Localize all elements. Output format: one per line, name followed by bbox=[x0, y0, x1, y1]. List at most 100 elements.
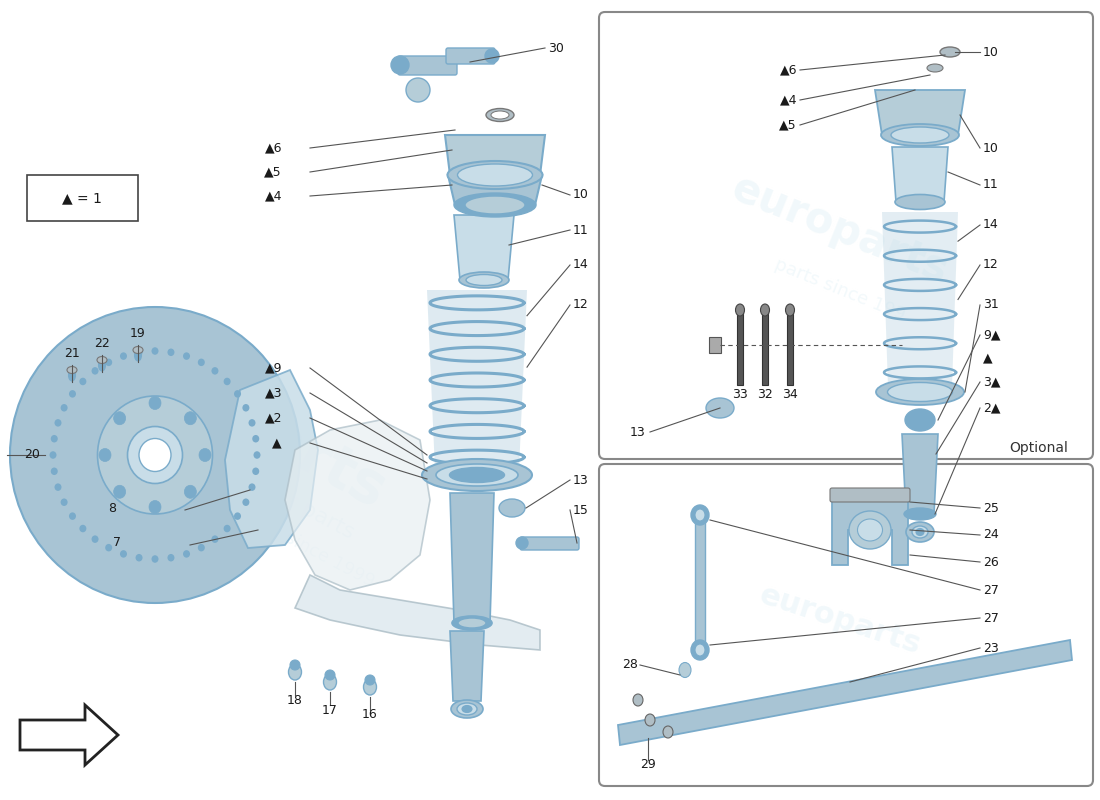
Ellipse shape bbox=[452, 616, 492, 630]
Ellipse shape bbox=[324, 670, 336, 680]
Ellipse shape bbox=[895, 194, 945, 210]
Ellipse shape bbox=[888, 382, 953, 402]
Polygon shape bbox=[450, 631, 484, 701]
Text: passion for parts: passion for parts bbox=[183, 437, 358, 543]
Ellipse shape bbox=[223, 525, 231, 532]
Ellipse shape bbox=[167, 349, 175, 356]
Text: 13: 13 bbox=[629, 426, 645, 438]
Ellipse shape bbox=[252, 435, 260, 442]
Text: 33: 33 bbox=[733, 389, 748, 402]
Text: ▲6: ▲6 bbox=[264, 142, 282, 154]
Ellipse shape bbox=[211, 367, 219, 374]
Ellipse shape bbox=[69, 512, 76, 520]
Text: europarts: europarts bbox=[756, 580, 924, 660]
Text: since 1999: since 1999 bbox=[283, 529, 377, 591]
Ellipse shape bbox=[134, 349, 142, 361]
Ellipse shape bbox=[234, 512, 241, 520]
Polygon shape bbox=[450, 493, 494, 623]
Text: 14: 14 bbox=[983, 218, 999, 231]
Ellipse shape bbox=[706, 398, 734, 418]
Text: 8: 8 bbox=[108, 502, 115, 514]
Ellipse shape bbox=[97, 357, 107, 363]
Ellipse shape bbox=[79, 525, 87, 532]
Text: ▲5: ▲5 bbox=[780, 118, 798, 131]
Ellipse shape bbox=[199, 449, 211, 462]
Text: 24: 24 bbox=[983, 529, 999, 542]
Text: 19: 19 bbox=[130, 327, 146, 340]
Text: 27: 27 bbox=[983, 583, 999, 597]
Ellipse shape bbox=[91, 367, 99, 374]
Text: europarts: europarts bbox=[726, 167, 955, 293]
Ellipse shape bbox=[365, 675, 375, 685]
Polygon shape bbox=[762, 310, 768, 385]
Ellipse shape bbox=[691, 640, 710, 660]
Ellipse shape bbox=[663, 726, 673, 738]
Ellipse shape bbox=[695, 644, 705, 656]
Ellipse shape bbox=[905, 409, 935, 431]
Text: 22: 22 bbox=[95, 337, 110, 350]
Ellipse shape bbox=[139, 438, 170, 471]
Polygon shape bbox=[295, 575, 540, 650]
Text: ▲6: ▲6 bbox=[780, 63, 798, 77]
Text: europarts: europarts bbox=[85, 319, 396, 521]
Ellipse shape bbox=[198, 544, 205, 551]
Ellipse shape bbox=[499, 499, 525, 517]
Polygon shape bbox=[874, 90, 965, 135]
Ellipse shape bbox=[363, 679, 376, 695]
Text: 3▲: 3▲ bbox=[983, 375, 1001, 389]
Text: 9▲: 9▲ bbox=[983, 329, 1001, 342]
Text: 27: 27 bbox=[983, 611, 999, 625]
FancyBboxPatch shape bbox=[28, 175, 138, 221]
Polygon shape bbox=[882, 212, 958, 387]
Text: 10: 10 bbox=[573, 189, 588, 202]
Ellipse shape bbox=[785, 304, 794, 316]
FancyBboxPatch shape bbox=[830, 488, 910, 502]
Ellipse shape bbox=[55, 419, 62, 426]
Ellipse shape bbox=[185, 486, 197, 498]
Text: 20: 20 bbox=[24, 449, 40, 462]
Polygon shape bbox=[832, 498, 908, 565]
Text: ▲: ▲ bbox=[273, 437, 282, 450]
Ellipse shape bbox=[128, 426, 183, 483]
Ellipse shape bbox=[55, 483, 62, 491]
FancyBboxPatch shape bbox=[446, 48, 495, 64]
Polygon shape bbox=[786, 310, 793, 385]
Text: 21: 21 bbox=[64, 347, 80, 360]
Ellipse shape bbox=[79, 378, 87, 386]
Ellipse shape bbox=[113, 412, 125, 425]
Text: ▲5: ▲5 bbox=[264, 166, 282, 178]
FancyBboxPatch shape bbox=[520, 537, 579, 550]
Ellipse shape bbox=[451, 700, 483, 718]
Circle shape bbox=[406, 78, 430, 102]
Text: ▲ = 1: ▲ = 1 bbox=[62, 191, 102, 205]
Ellipse shape bbox=[223, 378, 231, 386]
Ellipse shape bbox=[760, 304, 770, 316]
Text: 14: 14 bbox=[573, 258, 588, 271]
FancyBboxPatch shape bbox=[710, 337, 720, 353]
Polygon shape bbox=[226, 370, 318, 548]
Ellipse shape bbox=[940, 47, 960, 57]
Ellipse shape bbox=[466, 274, 502, 286]
Text: 34: 34 bbox=[782, 389, 797, 402]
Ellipse shape bbox=[249, 483, 255, 491]
Ellipse shape bbox=[99, 359, 106, 371]
Ellipse shape bbox=[133, 346, 143, 354]
FancyBboxPatch shape bbox=[600, 12, 1093, 459]
Ellipse shape bbox=[234, 390, 241, 398]
Circle shape bbox=[516, 537, 528, 549]
Ellipse shape bbox=[450, 467, 505, 482]
Ellipse shape bbox=[68, 369, 76, 381]
Ellipse shape bbox=[183, 352, 190, 360]
Ellipse shape bbox=[120, 352, 127, 360]
Text: 25: 25 bbox=[983, 502, 999, 514]
Ellipse shape bbox=[211, 535, 219, 543]
Ellipse shape bbox=[456, 703, 477, 715]
Polygon shape bbox=[285, 420, 430, 590]
Ellipse shape bbox=[454, 193, 536, 217]
Ellipse shape bbox=[249, 419, 255, 426]
Text: 10: 10 bbox=[983, 46, 999, 58]
Ellipse shape bbox=[98, 396, 212, 514]
Ellipse shape bbox=[69, 390, 76, 398]
Ellipse shape bbox=[252, 467, 260, 475]
Polygon shape bbox=[20, 705, 118, 765]
